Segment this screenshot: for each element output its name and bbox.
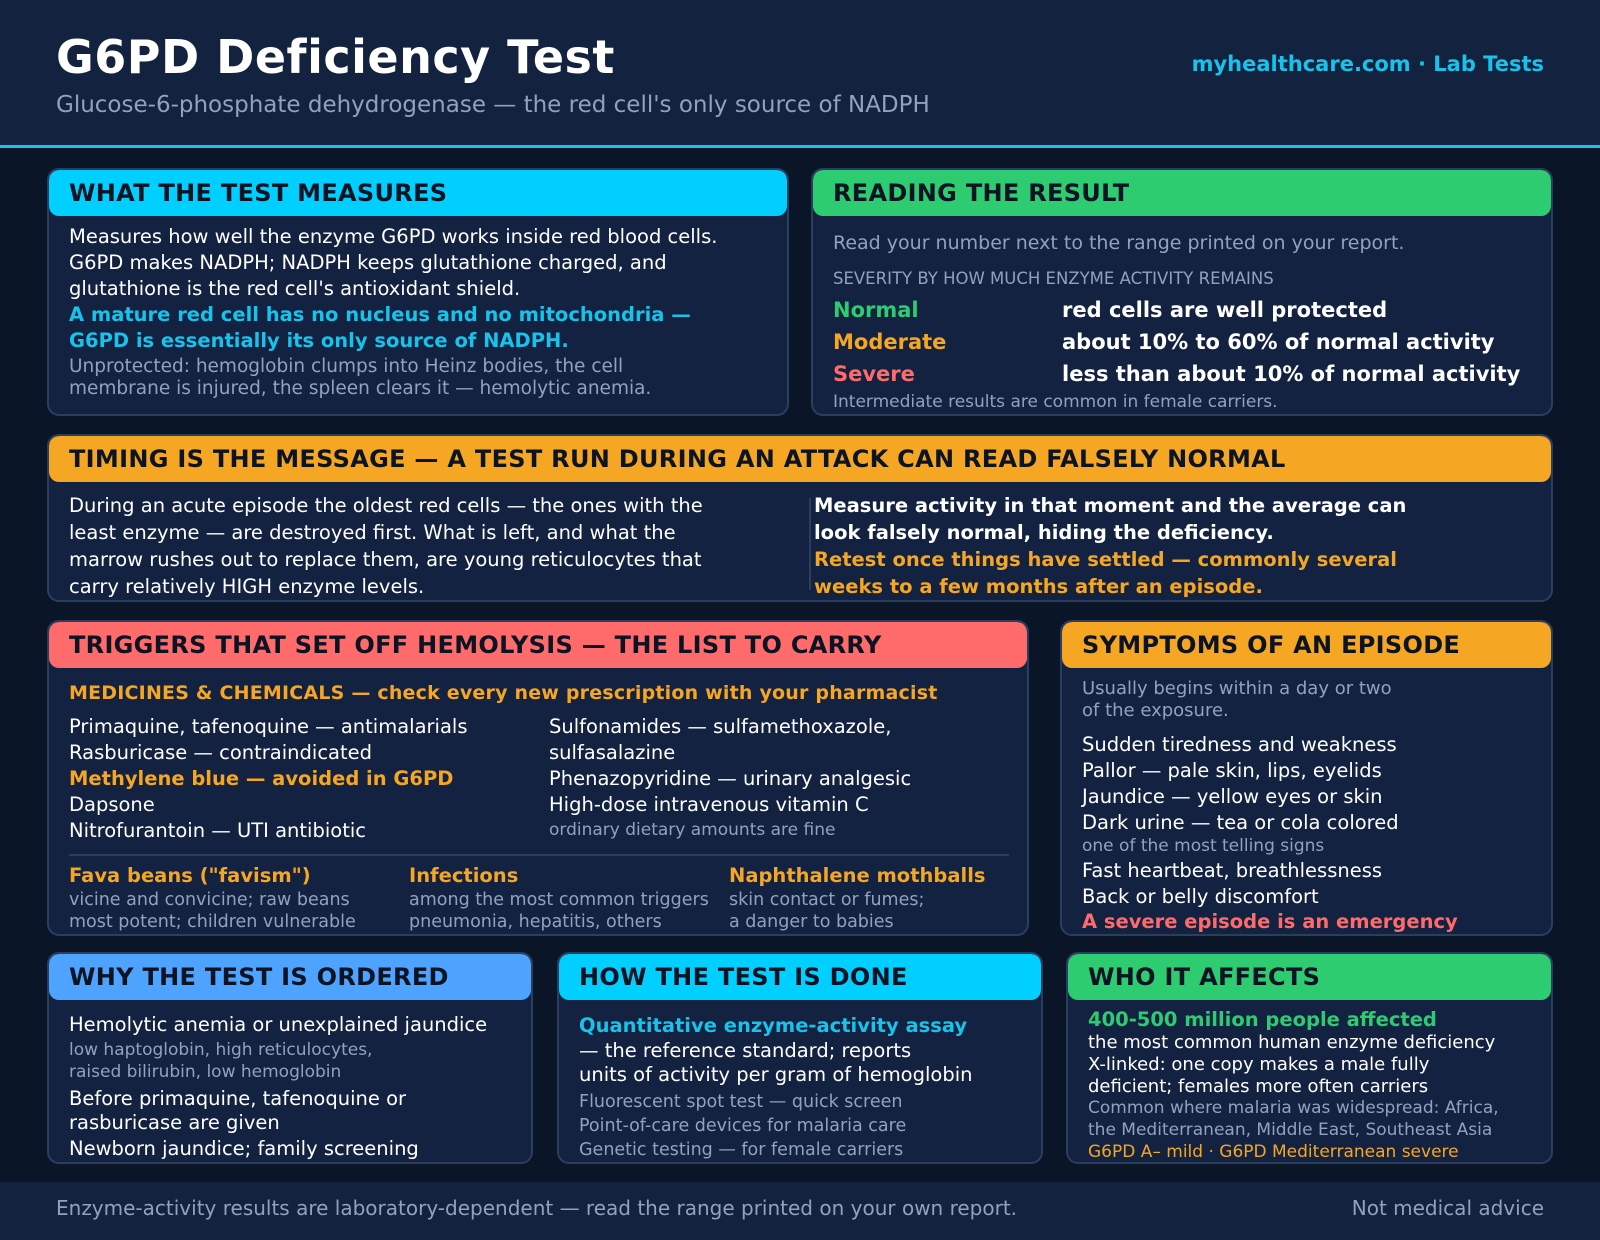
why-item-anemia-note-1: low haptoglobin, high reticulocytes,	[69, 1040, 373, 1060]
symptom-emergency: A severe episode is an emergency	[1082, 910, 1458, 933]
why-item-newborn: Newborn jaundice; family screening	[69, 1137, 419, 1160]
symptoms-card: SYMPTOMS OF AN EPISODE Usually begins wi…	[1060, 620, 1553, 936]
severity-normal-desc: red cells are well protected	[1062, 298, 1388, 322]
why-heading: WHY THE TEST IS ORDERED	[49, 954, 531, 1000]
who-region-1: Common where malaria was widespread: Afr…	[1088, 1098, 1499, 1118]
symptom-discomfort: Back or belly discomfort	[1082, 885, 1319, 908]
site-link[interactable]: myhealthcare.com · Lab Tests	[1191, 52, 1544, 76]
why-item-anemia: Hemolytic anemia or unexplained jaundice	[69, 1013, 488, 1036]
timing-right-bold: Measure activity in that moment and the …	[814, 494, 1407, 544]
who-variants: G6PD A– mild · G6PD Mediterranean severe	[1088, 1142, 1459, 1162]
med-nitrofurantoin: Nitrofurantoin — UTI antibiotic	[69, 819, 366, 842]
med-sulfonamides: Sulfonamides — sulfamethoxazole,	[549, 715, 892, 738]
triggers-divider	[69, 854, 1009, 856]
trigger-mothballs-title: Naphthalene mothballs	[729, 864, 986, 887]
trigger-fava-line2: most potent; children vulnerable	[69, 912, 356, 932]
who-region-2: the Mediterranean, Middle East, Southeas…	[1088, 1120, 1493, 1140]
why-item-before-drugs-1: Before primaquine, tafenoquine or	[69, 1087, 407, 1110]
page-subtitle: Glucose-6-phosphate dehydrogenase — the …	[56, 92, 930, 118]
severity-moderate-label: Moderate	[833, 330, 947, 354]
why-item-anemia-note-2: raised bilirubin, low hemoglobin	[69, 1062, 342, 1082]
med-vitamin-c: High-dose intravenous vitamin C	[549, 793, 869, 816]
why-item-before-drugs-2: rasburicase are given	[69, 1111, 280, 1134]
measures-highlight: A mature red cell has no nucleus and no …	[69, 303, 691, 352]
footer-not-advice: Not medical advice	[1351, 1196, 1544, 1220]
measures-heading: WHAT THE TEST MEASURES	[49, 170, 787, 216]
who-card: WHO IT AFFECTS 400-500 million people af…	[1066, 952, 1553, 1164]
how-method-poc: Point-of-care devices for malaria care	[579, 1116, 907, 1136]
why-card: WHY THE TEST IS ORDERED Hemolytic anemia…	[47, 952, 533, 1164]
trigger-mothballs-line2: a danger to babies	[729, 912, 894, 932]
measures-card: WHAT THE TEST MEASURES Measures how well…	[47, 168, 789, 416]
med-primaquine: Primaquine, tafenoquine — antimalarials	[69, 715, 468, 738]
how-assay: Quantitative enzyme-activity assay	[579, 1014, 968, 1037]
timing-divider	[809, 498, 811, 590]
severity-severe-desc: less than about 10% of normal activity	[1062, 362, 1521, 386]
who-count: 400-500 million people affected	[1088, 1008, 1437, 1031]
who-heading: WHO IT AFFECTS	[1068, 954, 1551, 1000]
how-method-genetic: Genetic testing — for female carriers	[579, 1140, 904, 1160]
symptoms-intro-1: Usually begins within a day or two	[1082, 678, 1392, 699]
med-rasburicase: Rasburicase — contraindicated	[69, 741, 373, 764]
symptom-heartbeat: Fast heartbeat, breathlessness	[1082, 859, 1383, 882]
result-note: Intermediate results are common in femal…	[833, 392, 1278, 412]
trigger-fava-line1: vicine and convicine; raw beans	[69, 890, 350, 910]
symptom-pallor: Pallor — pale skin, lips, eyelids	[1082, 759, 1382, 782]
trigger-infections-title: Infections	[409, 864, 519, 887]
severity-severe-label: Severe	[833, 362, 915, 386]
trigger-mothballs-line1: skin contact or fumes;	[729, 890, 925, 910]
timing-right-orange: Retest once things have settled — common…	[814, 548, 1397, 598]
severity-moderate-desc: about 10% to 60% of normal activity	[1062, 330, 1495, 354]
page-footer: Enzyme-activity results are laboratory-d…	[0, 1182, 1600, 1240]
symptom-urine-note: one of the most telling signs	[1082, 836, 1325, 856]
how-card: HOW THE TEST IS DONE Quantitative enzyme…	[557, 952, 1043, 1164]
footer-disclaimer: Enzyme-activity results are laboratory-d…	[56, 1196, 1018, 1220]
measures-text: Measures how well the enzyme G6PD works …	[69, 225, 718, 300]
meds-label: MEDICINES & CHEMICALS — check every new …	[69, 682, 938, 704]
how-heading: HOW THE TEST IS DONE	[559, 954, 1041, 1000]
trigger-infections-line2: pneumonia, hepatitis, others	[409, 912, 662, 932]
triggers-card: TRIGGERS THAT SET OFF HEMOLYSIS — THE LI…	[47, 620, 1029, 936]
severity-normal-label: Normal	[833, 298, 919, 322]
med-phenazopyridine: Phenazopyridine — urinary analgesic	[549, 767, 912, 790]
how-method-spot: Fluorescent spot test — quick screen	[579, 1092, 903, 1112]
med-methylene-blue: Methylene blue — avoided in G6PD	[69, 767, 454, 790]
who-line-3: deficient; females more often carriers	[1088, 1076, 1429, 1097]
severity-label: SEVERITY BY HOW MUCH ENZYME ACTIVITY REM…	[833, 269, 1274, 288]
triggers-heading: TRIGGERS THAT SET OFF HEMOLYSIS — THE LI…	[49, 622, 1027, 668]
result-heading: READING THE RESULT	[813, 170, 1551, 216]
trigger-infections-line1: among the most common triggers	[409, 890, 709, 910]
who-line-1: the most common human enzyme deficiency	[1088, 1032, 1496, 1053]
result-card: READING THE RESULT Read your number next…	[811, 168, 1553, 416]
how-assay-desc-2: units of activity per gram of hemoglobin	[579, 1063, 973, 1086]
symptoms-heading: SYMPTOMS OF AN EPISODE	[1062, 622, 1551, 668]
med-dapsone: Dapsone	[69, 793, 155, 816]
who-line-2: X-linked: one copy makes a male fully	[1088, 1054, 1430, 1075]
result-intro: Read your number next to the range print…	[833, 232, 1405, 254]
med-sulfasalazine: sulfasalazine	[549, 741, 676, 764]
symptom-dark-urine: Dark urine — tea or cola colored	[1082, 811, 1399, 834]
timing-left-text: During an acute episode the oldest red c…	[69, 494, 703, 598]
how-assay-desc-1: — the reference standard; reports	[579, 1039, 912, 1062]
page-title: G6PD Deficiency Test	[56, 30, 615, 84]
page-header: G6PD Deficiency Test Glucose-6-phosphate…	[0, 0, 1600, 148]
measures-note: Unprotected: hemoglobin clumps into Hein…	[69, 356, 652, 399]
trigger-fava-title: Fava beans ("favism")	[69, 864, 311, 887]
symptom-tiredness: Sudden tiredness and weakness	[1082, 733, 1397, 756]
timing-heading: TIMING IS THE MESSAGE — A TEST RUN DURIN…	[49, 436, 1551, 482]
timing-card: TIMING IS THE MESSAGE — A TEST RUN DURIN…	[47, 434, 1553, 602]
symptoms-intro-2: of the exposure.	[1082, 700, 1229, 721]
symptom-jaundice: Jaundice — yellow eyes or skin	[1082, 785, 1383, 808]
med-vitamin-c-note: ordinary dietary amounts are fine	[549, 820, 836, 840]
